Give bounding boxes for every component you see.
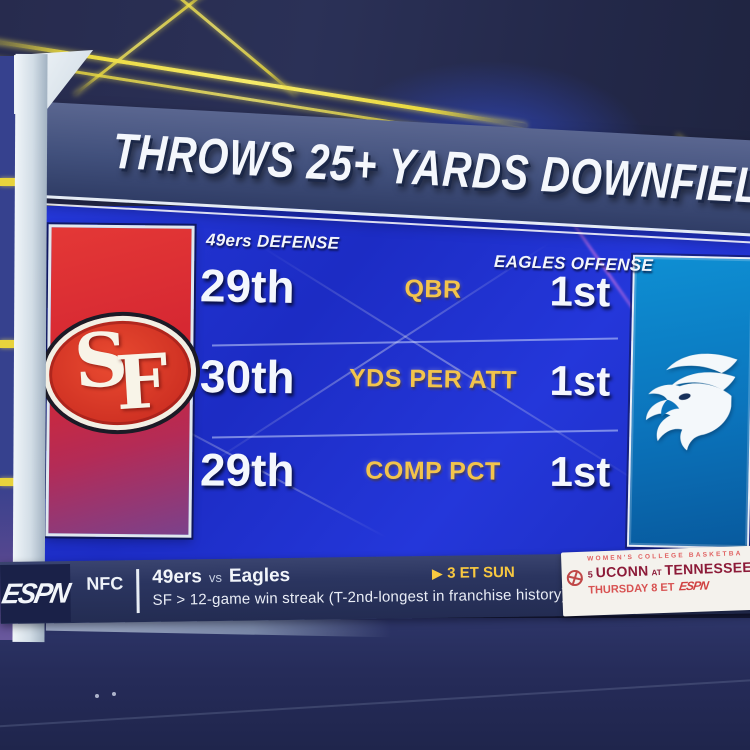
play-icon: ▶ [432,565,443,581]
sf-logo-letter-f: F [113,338,171,428]
ticker-team2: Eagles [228,564,291,587]
promo-at: AT [651,568,662,578]
ticker-divider [136,569,140,614]
right-rank: 1st [549,267,611,316]
stat-row-qbr: 29th QBR 1st [199,259,633,316]
espn-logo: ESPN [0,576,72,610]
left-rank: 29th [199,443,295,497]
promo-rank: 5 [587,569,593,580]
eagles-logo [646,353,738,451]
ticker-team1: 49ers [152,566,203,588]
desk-led-dot [95,694,99,698]
ticker-vs: vs [208,569,223,586]
stat-label: COMP PCT [365,456,501,486]
promo-schedule-text: THURSDAY 8 ET [588,581,675,597]
basketball-icon [566,569,584,587]
promo-card: WOMEN'S COLLEGE BASKETBA 5 UCONN AT TENN… [560,545,750,617]
promo-espn-logo: ESPN [678,578,710,594]
conference-label: NFC [86,573,124,594]
set-side-strip [0,56,16,640]
left-column-header: 49ers DEFENSE [205,230,340,253]
set-pillar [12,53,48,643]
49ers-sf-logo: S F [40,311,200,435]
studio-desk [0,618,750,750]
matchup-line: 49ers vs Eagles [152,565,290,589]
49ers-panel: S F [40,224,200,538]
promo-team1: UCONN [595,562,649,581]
set-yellow-stub [0,478,16,486]
stat-label: YDS PER ATT [348,363,518,394]
espn-logo-block: ESPN [0,564,71,623]
eagles-panel [626,254,750,550]
right-rank: 1st [549,356,611,405]
stat-row-comp-pct: 29th COMP PCT 1st [199,443,632,497]
set-yellow-stub [0,340,16,348]
promo-team2: TENNESSEE [664,558,750,578]
ticker-note: SF > 12-game win streak (T-2nd-longest i… [152,586,567,609]
left-rank: 29th [199,259,296,313]
game-time: ▶ 3 ET SUN [432,564,515,582]
set-yellow-stub [0,178,16,186]
left-rank: 30th [199,349,295,404]
stat-row-yds-per-att: 30th YDS PER ATT 1st [199,349,633,405]
desk-led-dot [112,692,116,696]
right-rank: 1st [549,447,611,496]
game-time-text: 3 ET SUN [447,563,515,582]
stat-label: QBR [404,274,462,304]
